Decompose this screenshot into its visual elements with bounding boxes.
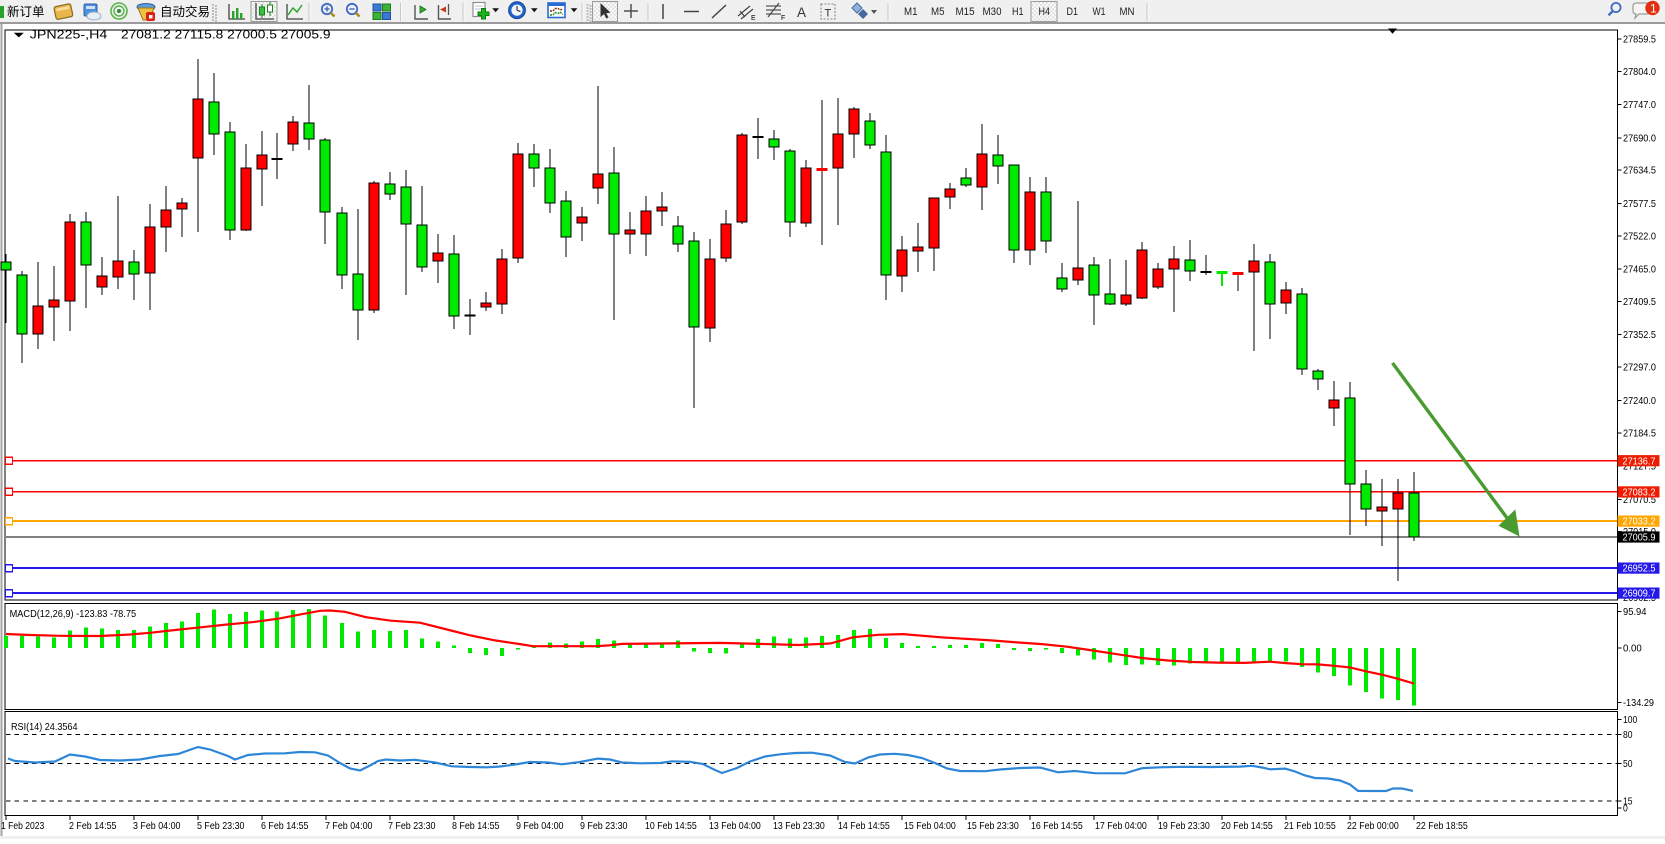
svg-text:2 Feb 14:55: 2 Feb 14:55 <box>69 820 117 832</box>
svg-text:27136.7: 27136.7 <box>1623 455 1656 467</box>
svg-text:27859.5: 27859.5 <box>1623 33 1656 45</box>
svg-text:27522.0: 27522.0 <box>1623 230 1656 242</box>
svg-text:27747.0: 27747.0 <box>1623 99 1656 111</box>
svg-text:W1: W1 <box>1093 6 1106 18</box>
svg-text:MN: MN <box>1120 6 1135 18</box>
svg-text:27352.5: 27352.5 <box>1623 329 1656 341</box>
svg-text:0: 0 <box>1623 803 1628 815</box>
svg-text:9 Feb 23:30: 9 Feb 23:30 <box>580 820 628 832</box>
svg-text:A: A <box>797 5 806 20</box>
svg-text:-134.29: -134.29 <box>1623 697 1654 709</box>
svg-text:15: 15 <box>1623 796 1633 808</box>
svg-text:27083.2: 27083.2 <box>1623 487 1656 499</box>
svg-text:1: 1 <box>1650 2 1657 16</box>
svg-text:MACD(12,26,9) -123.83 -78.75: MACD(12,26,9) -123.83 -78.75 <box>10 608 137 620</box>
svg-text:100: 100 <box>1623 714 1637 726</box>
svg-text:27465.0: 27465.0 <box>1623 264 1656 276</box>
svg-text:M5: M5 <box>931 6 945 18</box>
svg-text:H4: H4 <box>1039 6 1051 18</box>
svg-text:26909.7: 26909.7 <box>1623 588 1656 600</box>
svg-text:27240.0: 27240.0 <box>1623 395 1656 407</box>
svg-text:15 Feb 23:30: 15 Feb 23:30 <box>967 820 1019 832</box>
svg-text:27184.5: 27184.5 <box>1623 427 1656 439</box>
svg-text:16 Feb 14:55: 16 Feb 14:55 <box>1031 820 1083 832</box>
svg-text:自动交易: 自动交易 <box>160 4 210 19</box>
svg-text:T: T <box>825 8 832 20</box>
svg-text:M30: M30 <box>983 6 1002 18</box>
svg-text:19 Feb 23:30: 19 Feb 23:30 <box>1158 820 1210 832</box>
svg-text:22 Feb 00:00: 22 Feb 00:00 <box>1347 820 1399 832</box>
svg-text:H1: H1 <box>1012 6 1024 18</box>
svg-text:10 Feb 14:55: 10 Feb 14:55 <box>645 820 697 832</box>
svg-text:17 Feb 04:00: 17 Feb 04:00 <box>1095 820 1147 832</box>
svg-text:50: 50 <box>1623 758 1633 770</box>
svg-text:M1: M1 <box>904 6 918 18</box>
svg-text:JPN225-,H4: JPN225-,H4 <box>30 28 108 42</box>
svg-text:7 Feb 04:00: 7 Feb 04:00 <box>325 820 373 832</box>
svg-text:6 Feb 14:55: 6 Feb 14:55 <box>261 820 309 832</box>
svg-text:27804.0: 27804.0 <box>1623 66 1656 78</box>
svg-text:14 Feb 14:55: 14 Feb 14:55 <box>838 820 890 832</box>
svg-text:27005.9: 27005.9 <box>1623 532 1656 544</box>
svg-text:E: E <box>751 15 756 22</box>
svg-text:13 Feb 23:30: 13 Feb 23:30 <box>773 820 825 832</box>
svg-text:M15: M15 <box>956 6 975 18</box>
svg-text:15 Feb 04:00: 15 Feb 04:00 <box>904 820 956 832</box>
svg-text:27690.0: 27690.0 <box>1623 132 1656 144</box>
svg-text:D1: D1 <box>1067 6 1079 18</box>
svg-text:RSI(14) 24.3564: RSI(14) 24.3564 <box>11 721 78 733</box>
svg-text:27081.2 27115.8 27000.5 27005.: 27081.2 27115.8 27000.5 27005.9 <box>121 28 331 42</box>
svg-text:9 Feb 04:00: 9 Feb 04:00 <box>516 820 564 832</box>
svg-text:新订单: 新订单 <box>7 4 45 19</box>
svg-text:27634.5: 27634.5 <box>1623 165 1656 177</box>
svg-text:1 Feb 2023: 1 Feb 2023 <box>1 820 44 832</box>
svg-text:0.00: 0.00 <box>1623 643 1642 655</box>
svg-text:27577.5: 27577.5 <box>1623 198 1656 210</box>
svg-text:13 Feb 04:00: 13 Feb 04:00 <box>709 820 761 832</box>
svg-text:27033.2: 27033.2 <box>1623 516 1656 528</box>
svg-text:80: 80 <box>1623 729 1633 741</box>
svg-text:27297.0: 27297.0 <box>1623 362 1656 374</box>
svg-text:5 Feb 23:30: 5 Feb 23:30 <box>197 820 245 832</box>
svg-text:21 Feb 10:55: 21 Feb 10:55 <box>1284 820 1336 832</box>
svg-text:8 Feb 14:55: 8 Feb 14:55 <box>452 820 500 832</box>
svg-text:7 Feb 23:30: 7 Feb 23:30 <box>388 820 436 832</box>
svg-text:26952.5: 26952.5 <box>1623 563 1656 575</box>
svg-text:3 Feb 04:00: 3 Feb 04:00 <box>133 820 181 832</box>
svg-text:20 Feb 14:55: 20 Feb 14:55 <box>1221 820 1273 832</box>
svg-text:F: F <box>781 15 785 22</box>
svg-text:27409.5: 27409.5 <box>1623 296 1656 308</box>
svg-text:22 Feb 18:55: 22 Feb 18:55 <box>1416 820 1468 832</box>
svg-text:95.94: 95.94 <box>1623 606 1647 618</box>
